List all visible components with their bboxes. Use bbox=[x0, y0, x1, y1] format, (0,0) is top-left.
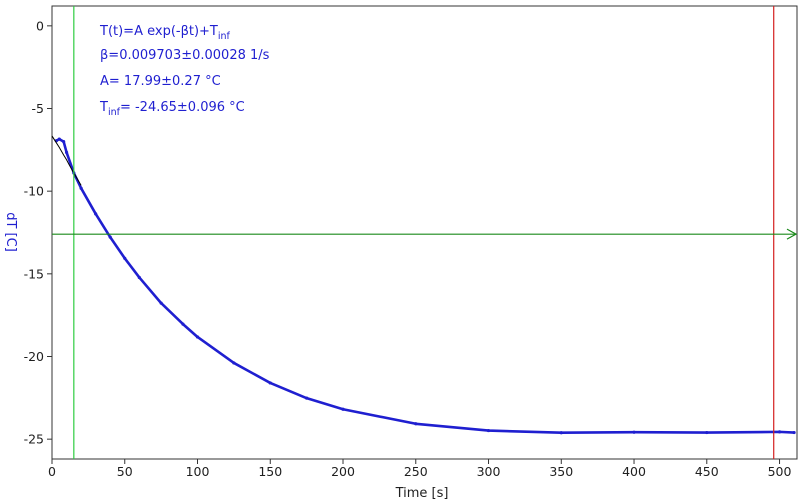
data-point bbox=[137, 275, 141, 280]
data-point bbox=[559, 431, 563, 435]
x-tick-label: 400 bbox=[622, 464, 646, 479]
data-point bbox=[414, 422, 418, 426]
data-point bbox=[792, 430, 796, 435]
x-tick-label: 450 bbox=[695, 464, 719, 479]
x-tick-label: 300 bbox=[477, 464, 501, 479]
data-point bbox=[159, 301, 163, 305]
x-tick-label: 0 bbox=[48, 464, 56, 479]
data-point bbox=[705, 430, 709, 435]
x-tick-label: 200 bbox=[331, 464, 355, 479]
data-point bbox=[94, 212, 98, 216]
data-point bbox=[57, 137, 61, 141]
x-tick-label: 350 bbox=[549, 464, 573, 479]
horizontal-cursor-arrow-icon bbox=[786, 228, 798, 240]
plot-frame bbox=[51, 5, 798, 460]
data-series-line bbox=[55, 137, 796, 435]
x-tick-label: 500 bbox=[768, 464, 792, 479]
y-tick-label: 0 bbox=[36, 18, 44, 33]
x-tick-label: 150 bbox=[258, 464, 282, 479]
tinf-value: Tinf= -24.65±0.096 °C bbox=[99, 100, 245, 118]
data-point bbox=[268, 381, 272, 385]
data-point bbox=[632, 430, 636, 434]
data-point bbox=[181, 322, 185, 326]
x-axis-ticks: 0 50 100 150 200 250 300 350 400 450 500 bbox=[48, 459, 792, 479]
data-point bbox=[232, 361, 236, 365]
data-point bbox=[305, 396, 309, 400]
data-point bbox=[195, 335, 200, 339]
y-tick-label: -20 bbox=[24, 349, 44, 364]
x-tick-label: 50 bbox=[117, 464, 133, 479]
x-tick-label: 250 bbox=[404, 464, 428, 479]
y-axis-ticks: 0 -5 -10 -15 -20 -25 bbox=[24, 18, 52, 447]
y-tick-label: -25 bbox=[24, 432, 44, 447]
y-tick-label: -5 bbox=[32, 101, 44, 116]
amplitude-value: A= 17.99±0.27 °C bbox=[100, 74, 221, 89]
data-point bbox=[486, 428, 491, 433]
data-point bbox=[79, 186, 83, 190]
data-point bbox=[777, 430, 782, 434]
x-tick-label: 100 bbox=[186, 464, 210, 479]
model-equation: T(t)=A exp(-βt)+Tinf bbox=[99, 24, 231, 42]
beta-value: β=0.009703±0.00028 1/s bbox=[100, 48, 270, 63]
data-point bbox=[341, 407, 345, 411]
y-tick-label: -15 bbox=[24, 266, 44, 281]
data-point bbox=[62, 139, 66, 144]
y-tick-label: -10 bbox=[24, 184, 44, 199]
data-points bbox=[51, 135, 796, 435]
fit-line bbox=[51, 135, 82, 186]
data-point bbox=[123, 256, 127, 260]
data-point bbox=[64, 150, 69, 154]
x-axis-title: Time [s] bbox=[395, 486, 449, 501]
data-point bbox=[108, 235, 112, 239]
y-axis-title: dT [C] bbox=[3, 212, 18, 252]
